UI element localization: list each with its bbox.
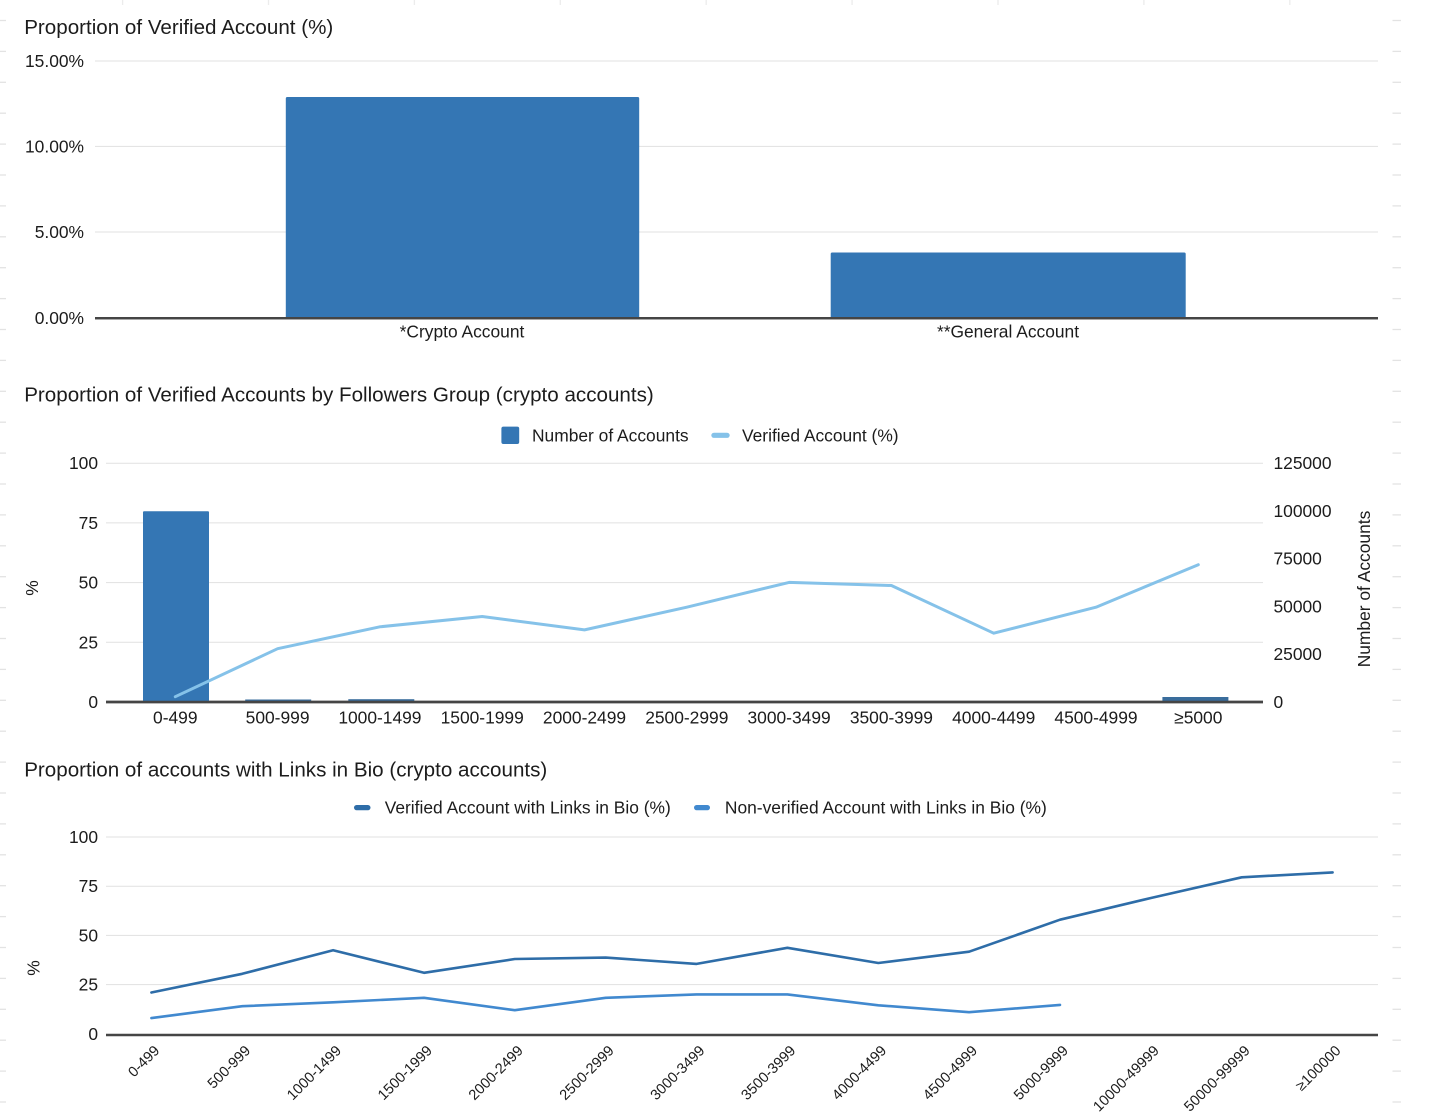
svg-text:Proportion of Verified Account: Proportion of Verified Account (%) — [24, 16, 333, 39]
svg-text:75000: 75000 — [1274, 549, 1322, 569]
svg-text:0: 0 — [88, 692, 98, 712]
svg-text:50000: 50000 — [1274, 596, 1322, 616]
svg-text:%: % — [23, 960, 43, 975]
svg-text:*Crypto Account: *Crypto Account — [400, 322, 525, 342]
svg-text:25: 25 — [79, 975, 98, 995]
svg-text:500-999: 500-999 — [246, 708, 310, 728]
svg-text:50: 50 — [79, 573, 98, 593]
svg-text:3500-3999: 3500-3999 — [850, 708, 933, 728]
svg-text:125000: 125000 — [1274, 453, 1332, 473]
svg-text:Proportion of accounts with Li: Proportion of accounts with Links in Bio… — [24, 758, 547, 781]
svg-text:4500-4999: 4500-4999 — [1054, 708, 1137, 728]
svg-text:75: 75 — [79, 876, 98, 896]
svg-text:Non-verified Account with Link: Non-verified Account with Links in Bio (… — [725, 798, 1047, 818]
svg-text:Verified Account with Links in: Verified Account with Links in Bio (%) — [385, 798, 671, 818]
svg-text:≥5000: ≥5000 — [1174, 708, 1222, 728]
svg-text:50: 50 — [79, 925, 98, 945]
svg-text:100000: 100000 — [1274, 501, 1332, 521]
svg-text:100: 100 — [69, 453, 98, 473]
svg-text:100: 100 — [69, 827, 98, 847]
svg-text:Number of Accounts: Number of Accounts — [1354, 510, 1374, 667]
svg-text:25: 25 — [79, 632, 98, 652]
svg-text:**General Account: **General Account — [937, 322, 1079, 342]
svg-text:%: % — [22, 580, 42, 595]
svg-text:0-499: 0-499 — [153, 708, 197, 728]
svg-text:4000-4499: 4000-4499 — [952, 708, 1035, 728]
svg-text:10.00%: 10.00% — [25, 136, 84, 156]
svg-text:0: 0 — [1274, 692, 1284, 712]
svg-text:Proportion of Verified Account: Proportion of Verified Accounts by Follo… — [24, 384, 654, 407]
svg-text:0.00%: 0.00% — [35, 308, 84, 328]
svg-text:15.00%: 15.00% — [25, 51, 84, 71]
svg-text:1000-1499: 1000-1499 — [338, 708, 421, 728]
svg-text:5.00%: 5.00% — [35, 222, 84, 242]
svg-text:2000-2499: 2000-2499 — [543, 708, 626, 728]
svg-text:Verified Account (%): Verified Account (%) — [742, 426, 899, 446]
svg-text:3000-3499: 3000-3499 — [748, 708, 831, 728]
svg-text:25000: 25000 — [1274, 644, 1322, 664]
svg-text:Number of Accounts: Number of Accounts — [532, 426, 689, 446]
svg-text:1500-1999: 1500-1999 — [441, 708, 524, 728]
svg-text:0: 0 — [88, 1024, 98, 1044]
svg-text:2500-2999: 2500-2999 — [645, 708, 728, 728]
svg-text:75: 75 — [79, 513, 98, 533]
